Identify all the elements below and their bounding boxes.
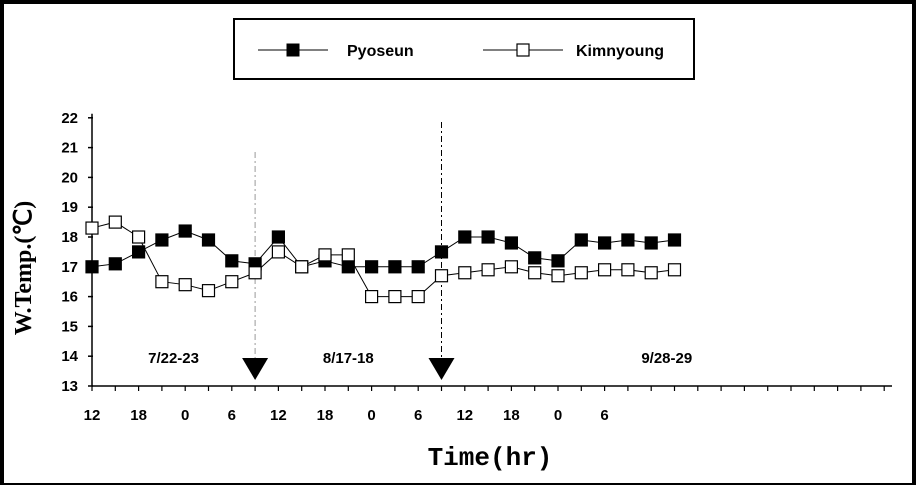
data-point-kimnyoung [132,230,146,244]
data-point-kimnyoung [155,275,169,289]
data-point-pyoseun [341,260,355,274]
data-point-kimnyoung [341,248,355,262]
x-tick-label: 0 [181,407,189,424]
data-point-kimnyoung [528,266,542,280]
legend-marker-pyoseun [286,43,300,57]
data-point-kimnyoung [458,266,472,280]
x-tick-label: 18 [317,407,334,424]
data-point-kimnyoung [225,275,239,289]
data-point-pyoseun [85,260,99,274]
x-tick-label: 6 [600,407,608,424]
x-tick-label: 12 [270,407,287,424]
data-point-kimnyoung [574,266,588,280]
y-tick-label: 21 [61,140,78,157]
data-point-kimnyoung [365,290,379,304]
x-tick-label: 0 [554,407,562,424]
period-labels: 7/22-23 8/17-18 9/28-29 [148,350,692,367]
data-point-pyoseun [225,254,239,268]
data-point-kimnyoung [621,263,635,277]
data-point-pyoseun [201,233,216,247]
y-tick-label: 18 [61,229,78,246]
y-axis-title: W.Temp.(℃) [11,201,37,336]
y-tick-label: 16 [61,289,78,306]
data-point-pyoseun [178,224,192,238]
data-point-pyoseun [108,257,122,271]
legend-label-pyoseun: Pyoseun [347,43,414,60]
data-point-pyoseun [551,254,565,268]
data-point-kimnyoung [551,269,565,283]
data-point-kimnyoung [504,260,518,274]
data-point-pyoseun [155,233,169,247]
data-point-kimnyoung [201,284,216,298]
x-axis-title: Time(hr) [428,443,553,473]
data-point-kimnyoung [481,263,495,277]
data-point-kimnyoung [667,263,682,277]
data-point-pyoseun [388,260,402,274]
data-point-pyoseun [644,236,658,250]
x-tick-label: 6 [414,407,422,424]
x-tick-label: 12 [456,407,473,424]
x-tick-label: 18 [130,407,147,424]
data-point-pyoseun [621,233,635,247]
y-tick-label: 22 [61,110,78,127]
data-point-kimnyoung [295,260,309,274]
data-point-pyoseun [458,230,472,244]
data-point-pyoseun [365,260,379,274]
legend-marker-kimnyoung [516,43,530,57]
period-divider-arrow [242,358,269,380]
data-point-pyoseun [271,230,285,244]
period-label: 9/28-29 [641,350,692,367]
x-tick-label: 0 [367,407,375,424]
y-tick-label: 17 [61,259,78,276]
y-tick-label: 13 [61,378,78,395]
data-point-kimnyoung [388,290,402,304]
data-point-kimnyoung [644,266,658,280]
data-point-pyoseun [434,245,449,259]
x-tick-label: 12 [84,407,101,424]
y-tick-label: 19 [61,199,78,216]
legend: Pyoseun Kimnyoung [233,18,695,80]
series-markers [85,215,682,304]
data-point-pyoseun [504,236,518,250]
y-tick-label: 14 [61,348,78,365]
data-point-pyoseun [597,236,612,250]
period-label: 7/22-23 [148,350,199,367]
x-tick-label: 18 [503,407,520,424]
axes [88,113,892,391]
data-point-pyoseun [132,245,146,259]
data-point-kimnyoung [411,290,425,304]
y-tick-labels: 13 14 15 16 17 18 19 20 21 22 [61,110,78,395]
data-point-kimnyoung [248,266,262,280]
data-point-pyoseun [574,233,588,247]
data-point-kimnyoung [178,278,192,292]
data-point-kimnyoung [434,269,449,283]
data-point-pyoseun [667,233,682,247]
y-tick-label: 20 [61,169,78,186]
data-point-kimnyoung [85,221,99,235]
legend-label-kimnyoung: Kimnyoung [576,43,664,60]
data-point-pyoseun [411,260,425,274]
period-dividers [242,122,455,380]
data-point-kimnyoung [271,245,285,259]
data-point-pyoseun [528,251,542,265]
y-tick-label: 15 [61,318,78,335]
data-point-pyoseun [481,230,495,244]
data-point-kimnyoung [318,248,332,262]
data-point-kimnyoung [108,215,122,229]
x-tick-label: 6 [228,407,236,424]
data-point-kimnyoung [597,263,612,277]
period-divider-arrow [428,358,455,380]
legend-box [233,18,695,80]
period-label: 8/17-18 [323,350,374,367]
x-tick-labels: 12 18 0 6 12 18 0 6 12 18 0 6 [84,407,609,424]
